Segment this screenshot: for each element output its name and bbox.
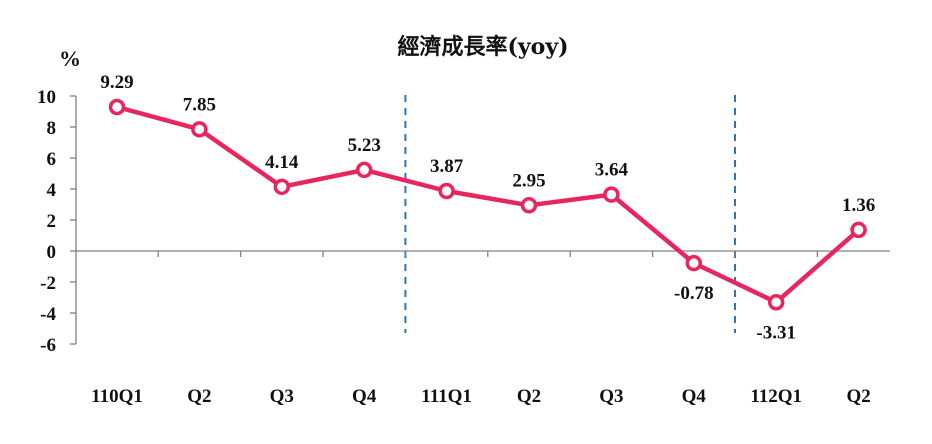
x-tick-label: 112Q1 bbox=[750, 386, 802, 407]
data-label: -0.78 bbox=[674, 283, 714, 304]
year-dividers bbox=[404, 95, 736, 333]
data-label: 9.29 bbox=[100, 72, 133, 93]
data-label: 2.95 bbox=[512, 170, 545, 191]
data-point-marker bbox=[520, 197, 538, 214]
x-tick-label: Q3 bbox=[270, 386, 294, 407]
x-tick-label: Q2 bbox=[846, 386, 870, 407]
data-label: 3.64 bbox=[595, 160, 629, 181]
y-tick-label: 8 bbox=[47, 118, 57, 139]
y-axis-unit-label: % bbox=[59, 46, 81, 71]
chart-title: 經濟成長率(yoy) bbox=[397, 34, 568, 60]
y-tick-label: -6 bbox=[40, 335, 56, 356]
data-label: 5.23 bbox=[348, 135, 381, 156]
data-point-marker bbox=[273, 178, 291, 196]
y-tick-label: 0 bbox=[47, 242, 57, 263]
series-growth-rate bbox=[108, 98, 867, 311]
x-axis-ticks: 110Q1 Q2 Q3 Q4 111Q1 Q2 Q3 Q4 112Q1 Q2 bbox=[91, 251, 871, 407]
x-tick-label: 110Q1 bbox=[91, 386, 143, 407]
y-tick-label: 2 bbox=[47, 211, 57, 232]
data-point-marker bbox=[685, 254, 703, 272]
data-label: 1.36 bbox=[842, 195, 875, 216]
data-point-marker bbox=[603, 186, 620, 203]
data-label: 3.87 bbox=[430, 156, 464, 177]
x-tick-label: 111Q1 bbox=[421, 386, 472, 407]
data-point-marker bbox=[108, 98, 126, 116]
y-tick-label: -2 bbox=[40, 273, 56, 294]
y-tick-label: -4 bbox=[40, 304, 56, 325]
data-point-marker bbox=[191, 121, 208, 138]
x-tick-label: Q2 bbox=[517, 386, 541, 407]
y-tick-label: 10 bbox=[37, 87, 56, 108]
data-point-marker bbox=[767, 294, 785, 311]
data-label: 7.85 bbox=[183, 94, 216, 115]
x-tick-label: Q4 bbox=[682, 386, 707, 407]
y-axis-ticks: 10 8 6 4 2 0 -2 -4 -6 bbox=[37, 87, 76, 356]
data-label: 4.14 bbox=[265, 152, 299, 173]
x-tick-label: Q4 bbox=[352, 386, 377, 407]
x-tick-label: Q3 bbox=[599, 386, 623, 407]
data-labels: 9.29 7.85 4.14 5.23 3.87 2.95 3.64 -0.78 -3.31 1.… bbox=[100, 72, 875, 343]
y-tick-label: 4 bbox=[47, 180, 57, 201]
x-tick-label: Q2 bbox=[187, 386, 211, 407]
data-point-marker bbox=[355, 161, 373, 179]
y-tick-label: 6 bbox=[47, 149, 57, 170]
series-line bbox=[116, 104, 861, 305]
data-point-marker bbox=[850, 221, 867, 239]
data-point-marker bbox=[438, 182, 455, 200]
data-label: -3.31 bbox=[756, 322, 796, 343]
